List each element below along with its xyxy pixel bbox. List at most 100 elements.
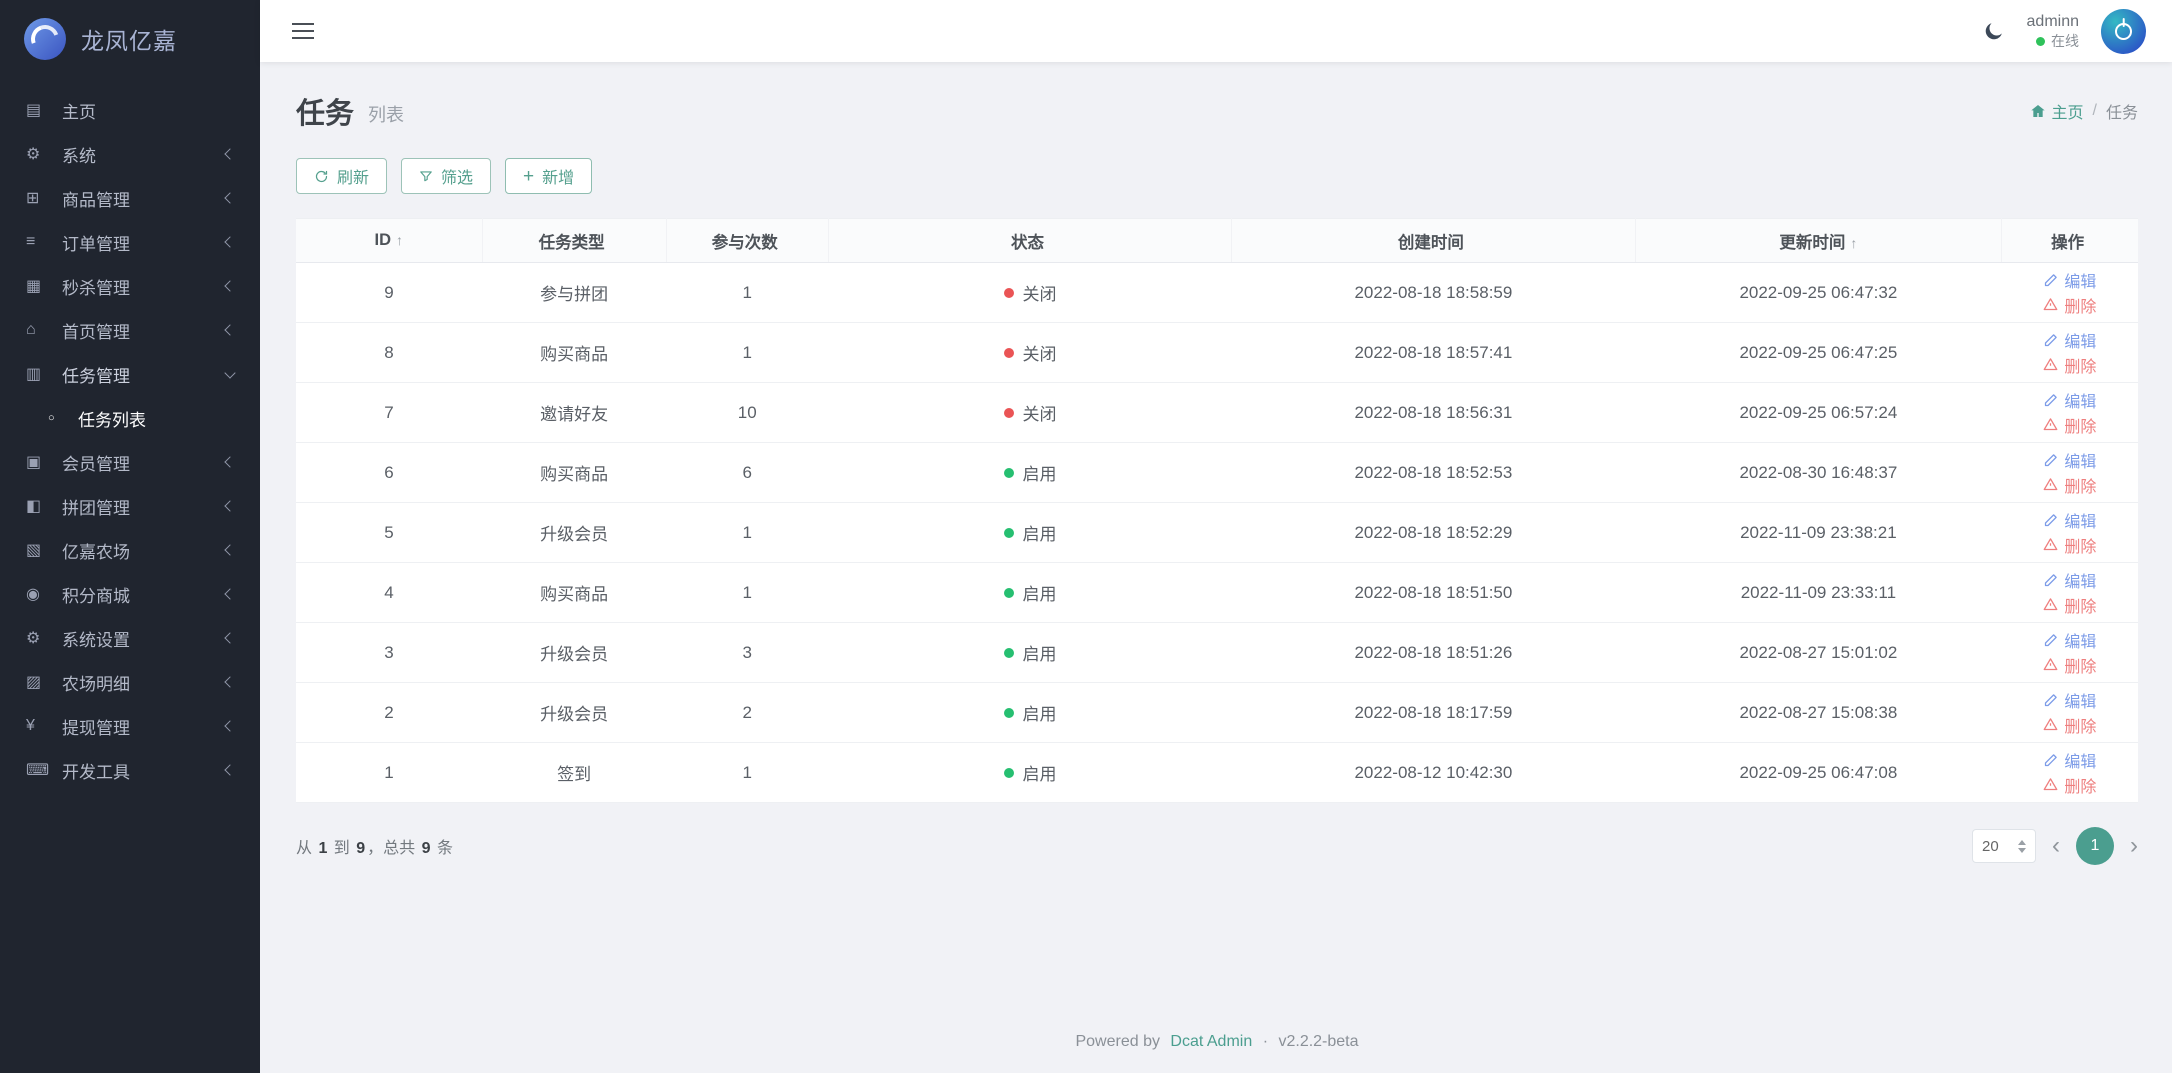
status-label: 启用 [1022, 525, 1057, 544]
sidebar-item-homepage[interactable]: ⌂ 首页管理 [0, 308, 260, 352]
cell-actions: 编辑 删除 [2001, 622, 2138, 683]
delete-link[interactable]: 删除 [2043, 293, 2096, 317]
add-button[interactable]: + 新增 [505, 158, 593, 194]
delete-link[interactable]: 删除 [2043, 413, 2096, 437]
sidebar-menu: ▤ 主页 ⚙ 系统 ⊞ 商品管理 ≡ 订单管理 [0, 78, 260, 792]
sidebar-item-task-list[interactable]: ○ 任务列表 [0, 396, 260, 440]
page-size-select[interactable]: 20 [1972, 829, 2036, 863]
status-label: 关闭 [1022, 285, 1057, 304]
points-mall-icon: ◉ [26, 586, 40, 603]
pagination: 20 ‹ 1 › [1972, 827, 2138, 865]
sidebar-item-farm-detail[interactable]: ▨ 农场明细 [0, 660, 260, 704]
edit-link[interactable]: 编辑 [2043, 688, 2096, 712]
next-page-button[interactable]: › [2130, 832, 2138, 859]
sidebar-item-orders[interactable]: ≡ 订单管理 [0, 220, 260, 264]
breadcrumb-home-link[interactable]: 主页 [2030, 99, 2084, 123]
plus-icon: + [523, 165, 535, 187]
col-status[interactable]: 状态 [828, 218, 1233, 263]
edit-link[interactable]: 编辑 [2043, 268, 2096, 292]
power-icon [2115, 22, 2132, 40]
cell-created-time: 2022-08-18 18:52:29 [1231, 502, 1636, 563]
sidebar-item-farm[interactable]: ▧ 亿嘉农场 [0, 528, 260, 572]
sidebar-item-home[interactable]: ▤ 主页 [0, 88, 260, 132]
dcat-admin-link[interactable]: Dcat Admin [1170, 1033, 1253, 1050]
page-size-value: 20 [1982, 837, 1999, 855]
status-dot-icon [1003, 407, 1014, 418]
edit-link[interactable]: 编辑 [2043, 328, 2096, 352]
cell-updated-time: 2022-09-25 06:47:25 [1635, 322, 2002, 383]
sidebar-item-group-buy[interactable]: ◧ 拼团管理 [0, 484, 260, 528]
edit-link[interactable]: 编辑 [2043, 508, 2096, 532]
sidebar-item-label: 开发工具 [62, 762, 130, 782]
warning-triangle-icon [2043, 418, 2058, 431]
edit-link[interactable]: 编辑 [2043, 388, 2096, 412]
sidebar-item-system[interactable]: ⚙ 系统 [0, 132, 260, 176]
col-updated[interactable]: 更新时间 ↑ [1635, 218, 2003, 263]
cell-updated-time: 2022-08-27 15:08:38 [1635, 682, 2002, 743]
cell-created-time: 2022-08-18 18:56:31 [1231, 382, 1636, 443]
delete-link[interactable]: 删除 [2043, 473, 2096, 497]
delete-link[interactable]: 删除 [2043, 713, 2096, 737]
page-footer: Powered by Dcat Admin · v2.2.2-beta [296, 1015, 2138, 1073]
dark-mode-toggle[interactable] [1983, 20, 2005, 42]
version-label: v2.2.2-beta [1278, 1033, 1359, 1050]
edit-link[interactable]: 编辑 [2043, 748, 2096, 772]
cell-created-time: 2022-08-18 18:51:26 [1231, 622, 1636, 683]
status-label: 关闭 [1022, 405, 1057, 424]
cell-created-time: 2022-08-18 18:57:41 [1231, 322, 1636, 383]
add-label: 新增 [542, 170, 575, 187]
chevron-icon [224, 632, 236, 644]
sidebar-item-goods[interactable]: ⊞ 商品管理 [0, 176, 260, 220]
cell-participation-count: 1 [666, 562, 829, 623]
cell-status: 关闭 [828, 262, 1232, 323]
cell-id: 6 [296, 442, 483, 503]
sidebar-item-task-management[interactable]: ▥ 任务管理 [0, 352, 260, 396]
delete-link[interactable]: 删除 [2043, 653, 2096, 677]
cell-created-time: 2022-08-18 18:52:53 [1231, 442, 1636, 503]
sidebar-item-points-mall[interactable]: ◉ 积分商城 [0, 572, 260, 616]
col-actions[interactable]: 操作 [2001, 218, 2138, 263]
chevron-icon [224, 236, 236, 248]
edit-link[interactable]: 编辑 [2043, 568, 2096, 592]
col-id[interactable]: ID ↑ [296, 218, 483, 263]
filter-button[interactable]: 筛选 [401, 158, 492, 194]
page-header: 任务 列表 主页 / 任务 [296, 90, 2138, 132]
edit-link[interactable]: 编辑 [2043, 628, 2096, 652]
col-count[interactable]: 参与次数 [666, 218, 829, 263]
cell-id: 9 [296, 262, 483, 323]
warning-triangle-icon [2043, 778, 2058, 791]
moon-icon [1985, 23, 2002, 40]
current-page-button[interactable]: 1 [2076, 827, 2114, 865]
col-type[interactable]: 任务类型 [482, 218, 667, 263]
status-dot-icon [1003, 767, 1014, 778]
cell-participation-count: 1 [666, 502, 829, 563]
col-created[interactable]: 创建时间 [1231, 218, 1636, 263]
sidebar-item-dev-tools[interactable]: ⌨ 开发工具 [0, 748, 260, 792]
edit-link[interactable]: 编辑 [2043, 448, 2096, 472]
avatar[interactable] [2101, 8, 2146, 54]
cell-participation-count: 10 [666, 382, 829, 443]
column-label: 任务类型 [538, 233, 605, 252]
sidebar-item-flash-sale[interactable]: ▦ 秒杀管理 [0, 264, 260, 308]
sidebar-item-withdraw[interactable]: ¥ 提现管理 [0, 704, 260, 748]
prev-page-button[interactable]: ‹ [2052, 832, 2060, 859]
chevron-icon [224, 588, 236, 600]
warning-triangle-icon [2043, 598, 2058, 611]
status-label: 启用 [1022, 765, 1057, 784]
refresh-button[interactable]: 刷新 [296, 158, 388, 194]
sidebar-item-label: 积分商城 [62, 586, 130, 606]
records-summary: 从 1 到 9 ，总共 9 条 [296, 840, 453, 857]
sidebar-toggle-button[interactable] [286, 14, 320, 48]
delete-link[interactable]: 删除 [2043, 353, 2096, 377]
cell-id: 1 [296, 742, 483, 803]
sidebar-item-settings[interactable]: ⚙ 系统设置 [0, 616, 260, 660]
breadcrumb-home-label: 主页 [2051, 105, 2084, 122]
delete-link[interactable]: 删除 [2043, 533, 2096, 557]
cell-updated-time: 2022-08-30 16:48:37 [1635, 442, 2002, 503]
delete-link[interactable]: 删除 [2043, 593, 2096, 617]
delete-link[interactable]: 删除 [2043, 773, 2096, 797]
chevron-icon [224, 148, 236, 160]
cell-task-type: 邀请好友 [482, 382, 667, 443]
pencil-icon [2045, 393, 2058, 406]
sidebar-item-members[interactable]: ▣ 会员管理 [0, 440, 260, 484]
